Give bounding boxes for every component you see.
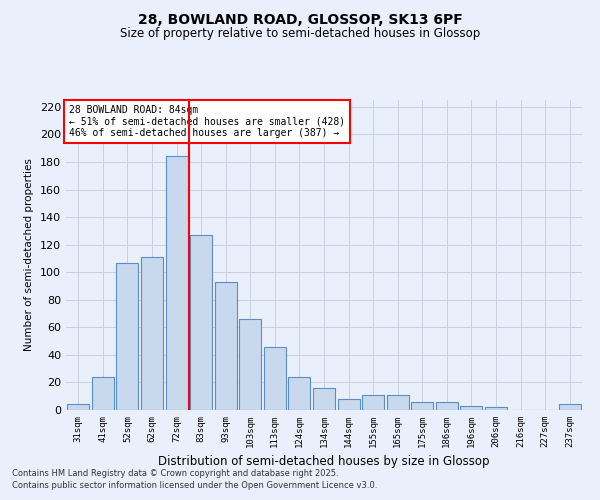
Bar xyxy=(362,395,384,410)
Bar xyxy=(411,402,433,410)
Bar xyxy=(166,156,188,410)
Bar xyxy=(485,407,507,410)
Bar xyxy=(190,235,212,410)
Bar xyxy=(116,262,139,410)
Bar xyxy=(92,377,114,410)
Text: Contains HM Land Registry data © Crown copyright and database right 2025.: Contains HM Land Registry data © Crown c… xyxy=(12,468,338,477)
Bar xyxy=(460,406,482,410)
Bar xyxy=(386,395,409,410)
Bar xyxy=(264,346,286,410)
Bar xyxy=(215,282,237,410)
Bar xyxy=(289,377,310,410)
Bar xyxy=(67,404,89,410)
Bar xyxy=(559,404,581,410)
Bar xyxy=(313,388,335,410)
Bar xyxy=(239,319,262,410)
Y-axis label: Number of semi-detached properties: Number of semi-detached properties xyxy=(25,158,34,352)
Bar xyxy=(141,257,163,410)
X-axis label: Distribution of semi-detached houses by size in Glossop: Distribution of semi-detached houses by … xyxy=(158,456,490,468)
Bar xyxy=(338,399,359,410)
Text: Contains public sector information licensed under the Open Government Licence v3: Contains public sector information licen… xyxy=(12,481,377,490)
Bar xyxy=(436,402,458,410)
Text: 28, BOWLAND ROAD, GLOSSOP, SK13 6PF: 28, BOWLAND ROAD, GLOSSOP, SK13 6PF xyxy=(137,12,463,26)
Text: 28 BOWLAND ROAD: 84sqm
← 51% of semi-detached houses are smaller (428)
46% of se: 28 BOWLAND ROAD: 84sqm ← 51% of semi-det… xyxy=(68,104,345,138)
Text: Size of property relative to semi-detached houses in Glossop: Size of property relative to semi-detach… xyxy=(120,28,480,40)
